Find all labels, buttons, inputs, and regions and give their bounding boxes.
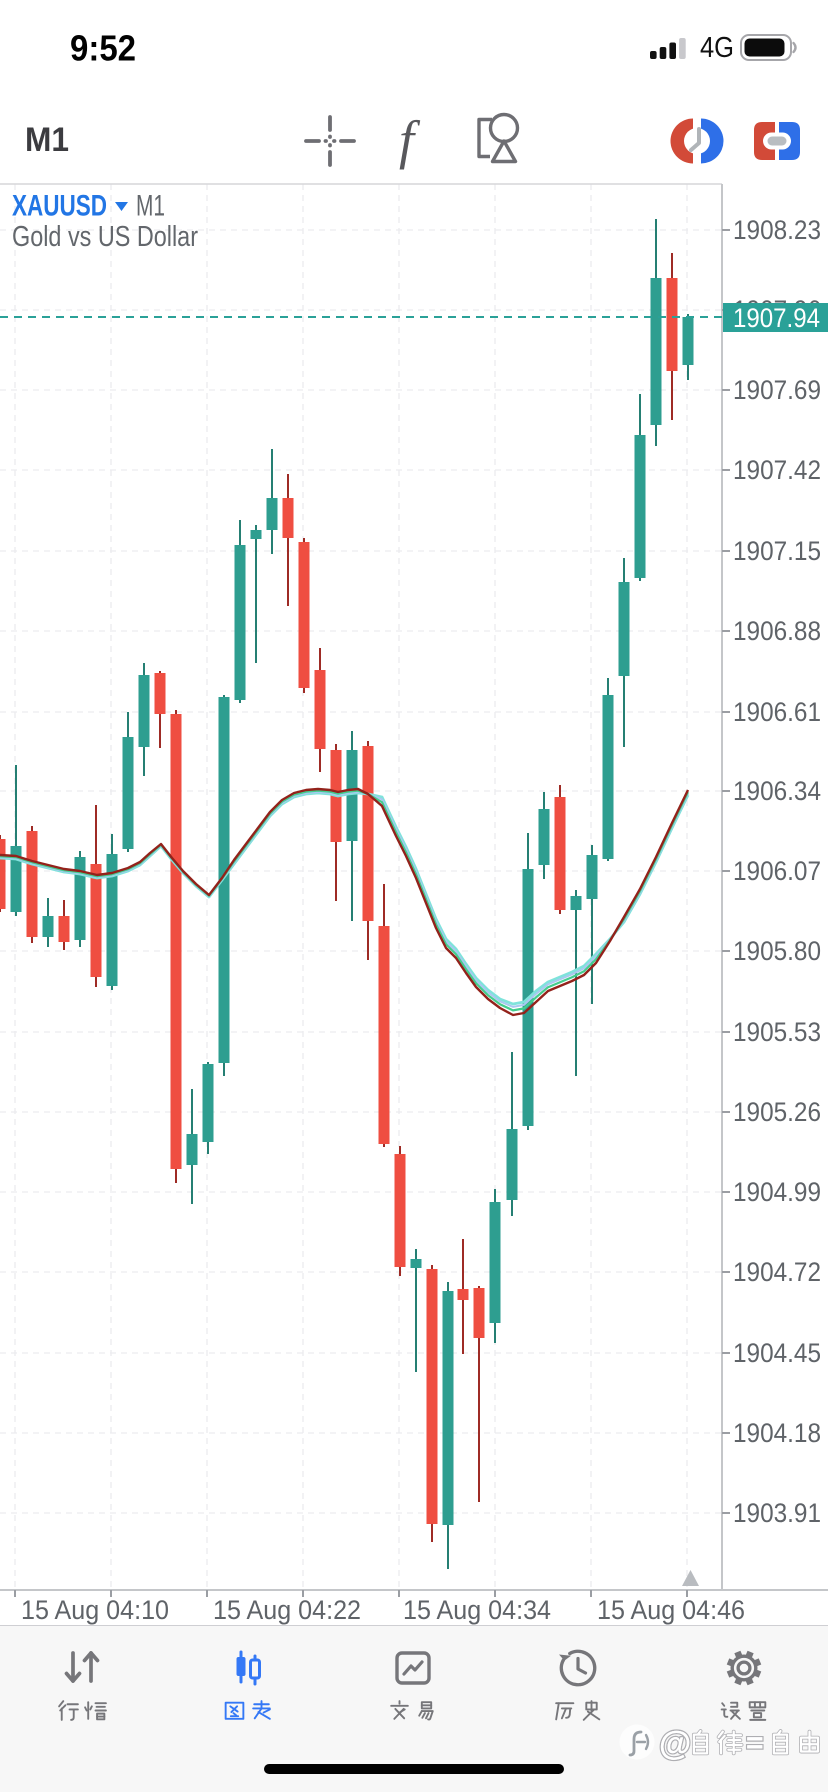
svg-text:9:52: 9:52 xyxy=(70,28,136,69)
svg-text:15 Aug 04:46: 15 Aug 04:46 xyxy=(597,1595,745,1625)
svg-text:M1: M1 xyxy=(25,121,69,159)
svg-text:4G: 4G xyxy=(700,32,734,64)
svg-text:@: @ xyxy=(659,1725,691,1762)
svg-text:1904.45: 1904.45 xyxy=(733,1338,821,1368)
svg-text:M1: M1 xyxy=(136,190,165,223)
svg-text:1905.53: 1905.53 xyxy=(733,1017,821,1047)
svg-text:@: @ xyxy=(659,1725,691,1762)
svg-text:1907.69: 1907.69 xyxy=(733,375,821,405)
svg-text:1907.42: 1907.42 xyxy=(733,455,821,485)
svg-text:1904.99: 1904.99 xyxy=(733,1177,821,1207)
svg-text:1906.88: 1906.88 xyxy=(733,616,821,646)
svg-text:1906.61: 1906.61 xyxy=(733,697,821,727)
svg-text:=: = xyxy=(746,1727,764,1760)
svg-text:1904.18: 1904.18 xyxy=(733,1418,821,1448)
svg-text:15 Aug 04:10: 15 Aug 04:10 xyxy=(21,1595,169,1625)
svg-text:15 Aug 04:22: 15 Aug 04:22 xyxy=(213,1595,361,1625)
svg-text:1906.07: 1906.07 xyxy=(733,856,821,886)
svg-text:=: = xyxy=(746,1727,764,1760)
svg-text:XAUUSD: XAUUSD xyxy=(12,190,107,223)
svg-text:Gold vs US Dollar: Gold vs US Dollar xyxy=(12,221,198,253)
svg-text:1907.15: 1907.15 xyxy=(733,536,821,566)
svg-text:1905.26: 1905.26 xyxy=(733,1097,821,1127)
svg-text:15 Aug 04:34: 15 Aug 04:34 xyxy=(403,1595,551,1625)
svg-text:f: f xyxy=(399,110,421,170)
svg-text:1907.94: 1907.94 xyxy=(733,303,820,333)
svg-text:1905.80: 1905.80 xyxy=(733,936,821,966)
svg-text:1908.23: 1908.23 xyxy=(733,215,821,245)
svg-text:1906.34: 1906.34 xyxy=(733,776,821,806)
svg-text:1904.72: 1904.72 xyxy=(733,1257,821,1287)
svg-text:1903.91: 1903.91 xyxy=(733,1498,821,1528)
